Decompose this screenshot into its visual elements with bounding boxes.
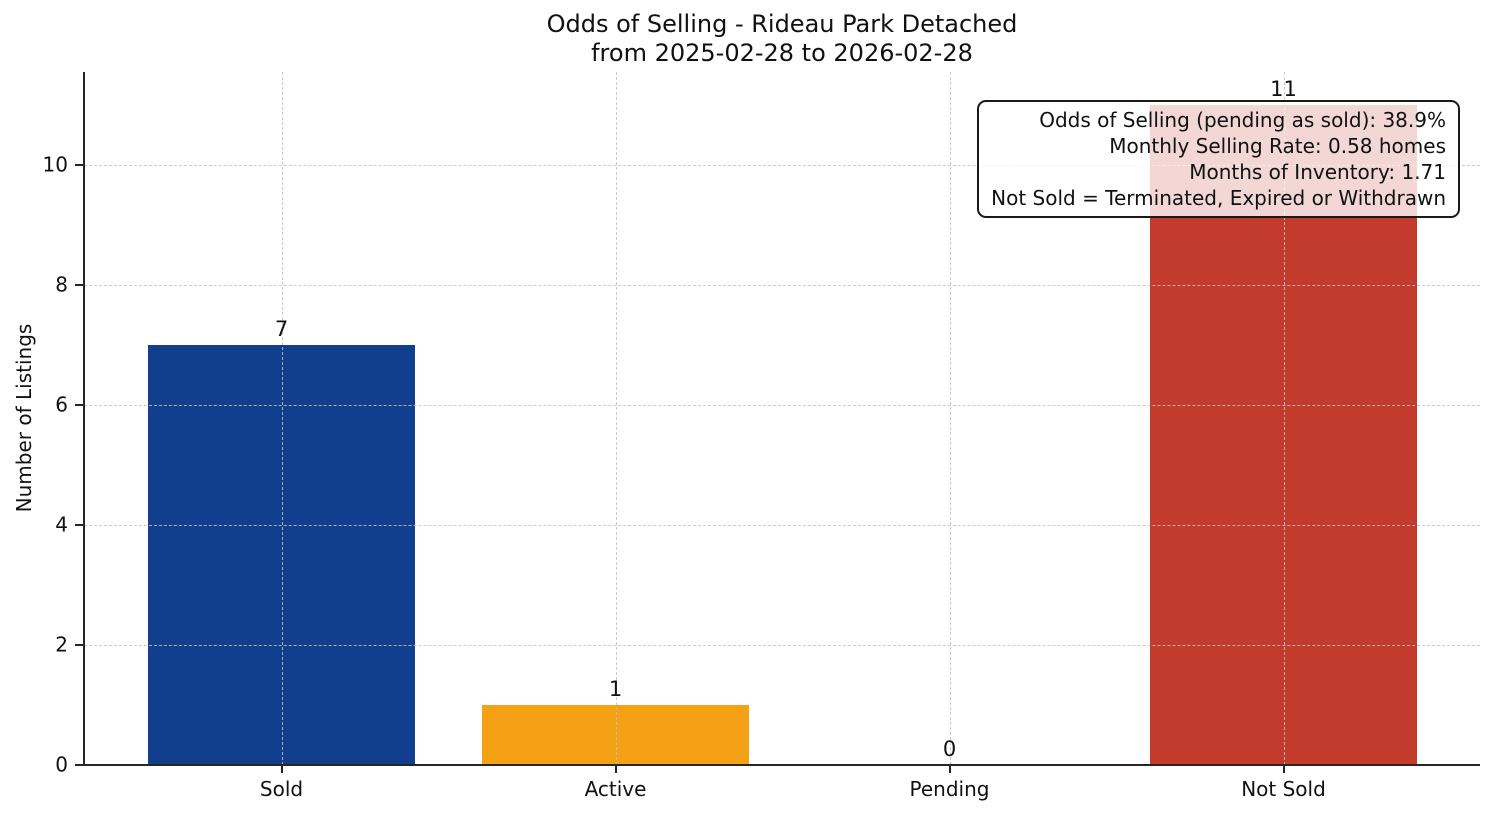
gridline-h-6 (84, 405, 1480, 406)
annotation-box: Odds of Selling (pending as sold): 38.9%… (977, 100, 1460, 218)
gridline-v-pending (949, 72, 951, 765)
gridline-v-active (615, 72, 617, 765)
ytick-mark-6 (75, 404, 83, 406)
annotation-months-inventory: Months of Inventory: 1.71 (1189, 160, 1446, 184)
xtick-label-active: Active (584, 777, 647, 801)
ytick-mark-10 (75, 164, 83, 166)
gridline-h-4 (84, 525, 1480, 526)
ytick-label-0: 0 (55, 752, 68, 777)
ytick-label-4: 4 (55, 512, 68, 537)
bar-slot-pending: 0 (816, 72, 1083, 765)
xtick-mark-sold (280, 765, 283, 773)
xtick-label-sold: Sold (259, 777, 304, 801)
xtick-label-not-sold: Not Sold (1241, 777, 1326, 801)
y-axis-spine (83, 72, 85, 766)
xtick-label-pending: Pending (909, 777, 990, 801)
ytick-label-10: 10 (42, 152, 68, 177)
x-axis-spine (83, 764, 1480, 766)
y-axis-label: Number of Listings (12, 323, 36, 513)
bar-value-pending: 0 (942, 737, 957, 761)
ytick-mark-4 (75, 524, 83, 526)
ytick-label-6: 6 (55, 392, 68, 417)
ytick-label-2: 2 (55, 632, 68, 657)
gridline-h-10 (84, 165, 1480, 166)
gridline-h-8 (84, 285, 1480, 286)
xtick-mark-active (614, 765, 617, 773)
bar-value-not-sold: 11 (1270, 77, 1297, 101)
chart-title-line2: from 2025-02-28 to 2026-02-28 (591, 39, 973, 67)
bar-value-sold: 7 (274, 317, 289, 341)
ytick-mark-2 (75, 644, 83, 646)
gridline-h-2 (84, 645, 1480, 646)
gridline-v-sold (281, 72, 283, 765)
annotation-monthly-sell-rate: Monthly Selling Rate: 0.58 homes (1109, 134, 1446, 158)
ytick-mark-8 (75, 284, 83, 286)
chart-title-line1: Odds of Selling - Rideau Park Detached (546, 10, 1018, 38)
ytick-mark-0 (75, 764, 83, 766)
chart-title: Odds of Selling - Rideau Park Detached f… (84, 10, 1480, 68)
xtick-mark-pending (948, 765, 951, 773)
annotation-odds-of-selling: Odds of Selling (pending as sold): 38.9% (1039, 108, 1446, 132)
ytick-label-8: 8 (55, 272, 68, 297)
annotation-not-sold-note: Not Sold = Terminated, Expired or Withdr… (991, 186, 1446, 210)
bar-value-active: 1 (608, 677, 623, 701)
gridline-v-not-sold (1283, 72, 1285, 765)
xtick-mark-not-sold (1282, 765, 1285, 773)
